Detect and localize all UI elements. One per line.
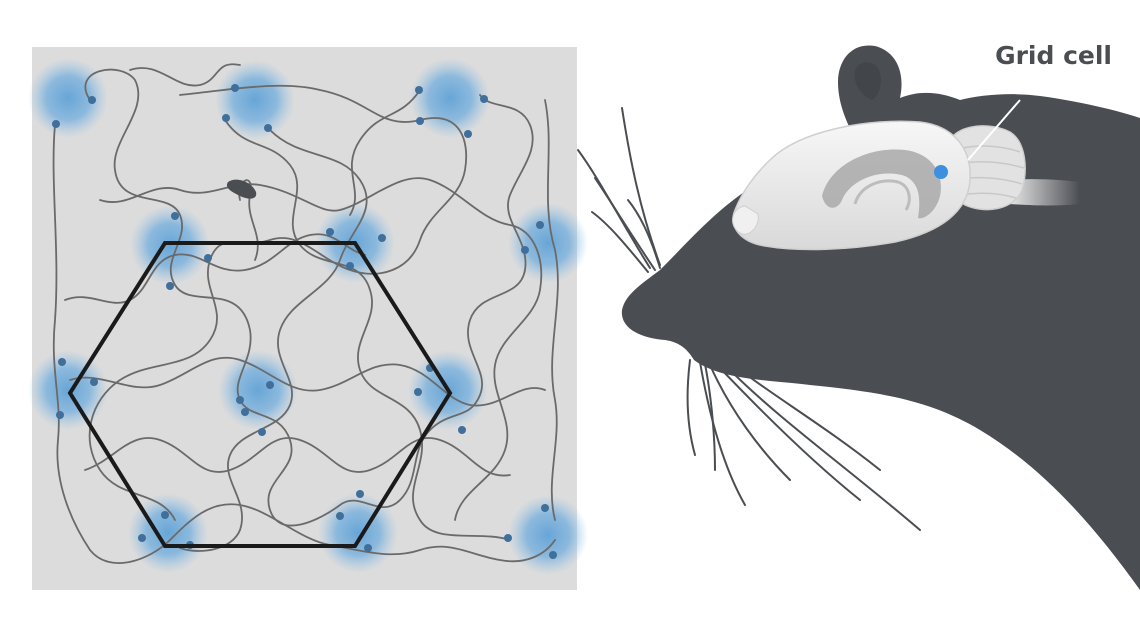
spike-dot xyxy=(356,490,364,498)
firing-field xyxy=(508,495,588,575)
firing-field xyxy=(28,58,108,138)
spike-dot xyxy=(52,120,60,128)
spike-dot xyxy=(346,262,354,270)
firing-field xyxy=(215,60,295,140)
trajectory-path xyxy=(224,119,511,541)
whisker xyxy=(594,177,656,271)
spike-dot xyxy=(204,254,212,262)
spike-dot xyxy=(326,228,334,236)
whisker xyxy=(591,211,649,273)
brain xyxy=(732,120,1080,251)
spike-dot xyxy=(536,221,544,229)
whisker xyxy=(704,363,716,471)
spike-dot xyxy=(541,504,549,512)
spike-dot xyxy=(458,426,466,434)
spike-dot xyxy=(264,124,272,132)
dark-object-icon xyxy=(226,179,257,199)
firing-field xyxy=(218,350,298,430)
grid-hexagon xyxy=(67,241,453,548)
whisker xyxy=(621,107,661,266)
spike-dot xyxy=(88,96,96,104)
trajectory-path xyxy=(69,356,546,407)
spike-dot xyxy=(58,358,66,366)
whisker xyxy=(577,149,651,269)
firing-field xyxy=(318,493,398,573)
whisker xyxy=(729,369,921,531)
whisker xyxy=(627,199,661,269)
whisker xyxy=(739,369,881,471)
rat-ear-inner xyxy=(854,62,881,100)
spinal-cord xyxy=(1010,179,1080,206)
spike-dot xyxy=(241,408,249,416)
trajectory xyxy=(52,63,559,564)
spike-dot xyxy=(414,388,422,396)
grid-cell-marker-icon xyxy=(934,165,948,179)
spike-dot xyxy=(171,212,179,220)
firing-field xyxy=(508,203,588,283)
trajectory-path xyxy=(129,63,241,87)
trajectory-path xyxy=(99,177,543,521)
spike-dot xyxy=(161,511,169,519)
whisker xyxy=(719,367,861,501)
spike-dot xyxy=(415,86,423,94)
spike-dot xyxy=(236,396,244,404)
spike-dot xyxy=(378,234,386,242)
whisker xyxy=(699,361,746,506)
spike-dot xyxy=(336,512,344,520)
firing-field xyxy=(410,58,490,138)
spike-dot xyxy=(416,117,424,125)
spike-dot xyxy=(138,534,146,542)
spike-dot xyxy=(549,551,557,559)
trajectory-path xyxy=(179,129,368,552)
spikes xyxy=(52,84,557,559)
spike-dot xyxy=(266,381,274,389)
spike-dot xyxy=(231,84,239,92)
firing-field xyxy=(28,350,108,430)
olfactory-bulb xyxy=(732,205,759,235)
spike-dot xyxy=(222,114,230,122)
whisker xyxy=(686,359,696,456)
spike-dot xyxy=(258,428,266,436)
trajectory-path xyxy=(88,84,468,521)
hippocampus-inner xyxy=(853,179,911,211)
label-leader-line xyxy=(967,99,1021,161)
whiskers xyxy=(577,107,921,531)
arena-floor xyxy=(32,47,577,590)
hippocampus-shape-icon xyxy=(822,149,941,219)
spike-dot xyxy=(56,411,64,419)
trajectory-path xyxy=(544,99,559,521)
whisker xyxy=(709,364,791,481)
grid-cell-label: Grid cell xyxy=(995,41,1112,70)
trajectory-path xyxy=(349,89,421,216)
firing-field xyxy=(128,493,208,573)
trajectory-path xyxy=(52,124,556,564)
spike-dot xyxy=(90,378,98,386)
spike-dot xyxy=(504,534,512,542)
spike-dot xyxy=(480,95,488,103)
spike-dot xyxy=(464,130,472,138)
spike-dot xyxy=(521,246,529,254)
spike-dot xyxy=(364,544,372,552)
trajectory-path xyxy=(84,437,511,477)
spike-dot xyxy=(166,282,174,290)
